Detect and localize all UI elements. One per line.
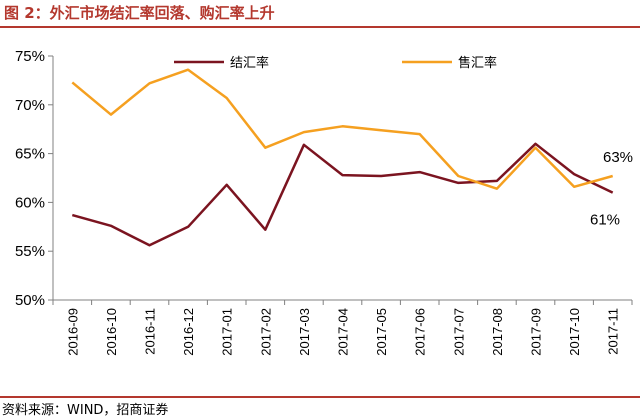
x-tick-label: 2016-11 [143,308,158,355]
line-chart: 50% 55% 60% 65% 70% 75% 2016-09 2016-10 2016-11… [15,48,633,356]
source-note: 资料来源：WIND，招商证券 [2,403,169,418]
legend-label: 售汇率 [458,55,497,71]
purchase-end-label: 63% [603,149,633,166]
y-tick-label: 75% [15,48,45,65]
x-tick-label: 2017-10 [567,308,582,356]
settlement-end-label: 61% [590,212,620,229]
x-tick-label: 2016-12 [181,308,196,356]
x-tick-label: 2016-09 [65,308,80,356]
x-tick-label: 2017-02 [258,308,273,356]
x-tick-label: 2017-04 [336,308,351,356]
x-tick-label: 2017-09 [529,308,544,356]
x-tick-label: 2017-03 [297,308,312,356]
title-divider [0,26,640,28]
x-tick-label: 2017-06 [413,308,428,356]
x-axis-labels: 2016-09 2016-10 2016-11 2016-12 2017-01 2017-… [65,308,620,356]
series-line-settlement [71,142,614,247]
x-tick-label: 2017-11 [606,308,621,355]
y-tick-label: 55% [15,243,45,260]
chart-title: 图 2：外汇市场结汇率回落、购汇率上升 [4,4,275,22]
y-tick-label: 50% [15,292,45,309]
y-tick-label: 60% [15,194,45,211]
y-axis-labels: 50% 55% 60% 65% 70% 75% [15,48,45,309]
series-lines [71,68,614,247]
y-tick-label: 70% [15,97,45,114]
legend-label: 结汇率 [230,55,269,71]
series-line-purchase [71,68,614,190]
x-tick-label: 2017-05 [374,308,389,356]
chart-axes [48,55,633,305]
x-tick-label: 2017-07 [451,308,466,356]
y-tick-label: 65% [15,146,45,163]
end-annotations: 63% 61% [590,149,633,229]
legend: 结汇率 售汇率 [174,55,497,71]
x-tick-label: 2016-10 [104,308,119,356]
footer-divider [0,396,640,398]
x-tick-label: 2017-08 [490,308,505,356]
x-tick-label: 2017-01 [220,308,235,356]
